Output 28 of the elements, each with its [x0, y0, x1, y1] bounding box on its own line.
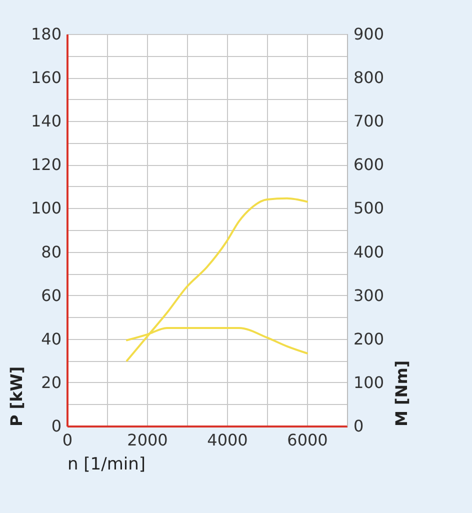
y2-tick-label: 100: [354, 372, 384, 392]
y-tick-label: 0: [51, 416, 62, 436]
y-tick-label: 120: [30, 155, 62, 174]
y2-tick-label: 0: [354, 416, 364, 436]
y2-tick-label: 600: [354, 155, 384, 174]
y2-tick-label: 300: [354, 286, 384, 305]
x-tick-label: 4000: [207, 430, 248, 450]
y2-tick-label: 500: [354, 198, 384, 218]
y-tick-label: 180: [30, 24, 62, 44]
y-axis-title: P [kW]: [6, 366, 26, 426]
y-tick-label: 20: [41, 372, 62, 392]
y2-tick-label: 900: [354, 24, 384, 44]
x-tick-label: 0: [62, 430, 73, 450]
y-tick-label: 60: [41, 286, 62, 305]
y2-axis-title: M [Nm]: [392, 360, 412, 426]
x-tick-label: 2000: [127, 430, 168, 450]
y2-tick-label: 800: [354, 68, 384, 88]
y2-tick-label: 200: [354, 329, 384, 348]
line-series: [126, 197, 308, 362]
y-tick-label: 140: [30, 112, 62, 131]
x-tick-label: 6000: [287, 430, 328, 450]
y2-tick-label: 700: [354, 112, 384, 131]
y-tick-label: 100: [30, 198, 62, 218]
y2-tick-label: 400: [354, 242, 384, 262]
y-tick-label: 160: [30, 68, 62, 88]
y-tick-label: 40: [41, 329, 62, 348]
x-axis-title: n [1/min]: [68, 454, 146, 474]
y-tick-label: 80: [41, 242, 62, 262]
